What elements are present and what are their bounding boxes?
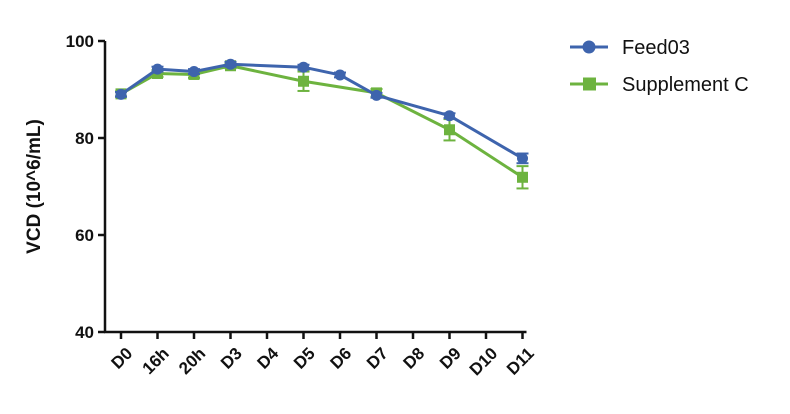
x-tick-label: D5 xyxy=(290,344,319,373)
y-axis-title: VCD (10^6/mL) xyxy=(24,119,45,254)
feed03-line xyxy=(120,62,524,160)
feed03-point xyxy=(444,110,455,122)
y-tick-label: 40 xyxy=(75,323,94,342)
y-tick-label: 60 xyxy=(75,226,94,245)
x-tick-label: D11 xyxy=(503,344,538,379)
feed03-legend-marker xyxy=(582,40,596,54)
supplement-c-line xyxy=(120,64,524,179)
feed03-point xyxy=(517,152,528,164)
x-tick-label: D3 xyxy=(217,344,246,373)
supplement-c-legend-marker xyxy=(583,77,596,91)
x-tick-label: D4 xyxy=(254,343,283,372)
x-tick-label: D6 xyxy=(327,344,356,373)
supplement-c-point xyxy=(298,75,309,87)
x-tick-label: 20h xyxy=(175,344,209,378)
x-tick-label: D10 xyxy=(466,344,501,379)
feed03-point xyxy=(152,63,163,75)
x-tick-label: D7 xyxy=(363,344,392,373)
supplement-c-point xyxy=(444,124,455,136)
feed03-point xyxy=(225,58,236,70)
x-tick-label: 16h xyxy=(139,344,173,378)
feed03-point xyxy=(371,89,382,101)
x-tick-label: D9 xyxy=(436,344,465,373)
x-tick-label: D8 xyxy=(400,344,429,373)
supplement-c-point xyxy=(517,171,528,183)
y-tick-label: 100 xyxy=(66,32,94,51)
feed03-point xyxy=(188,66,200,78)
x-tick-label: D0 xyxy=(108,344,137,373)
feed03-point xyxy=(115,88,127,100)
feed03-point xyxy=(298,61,309,73)
feed03-point xyxy=(334,69,346,81)
feed03-legend-label: Feed03 xyxy=(622,37,690,59)
supplement-c-legend-label: Supplement C xyxy=(622,74,749,96)
y-tick-label: 80 xyxy=(75,129,94,148)
